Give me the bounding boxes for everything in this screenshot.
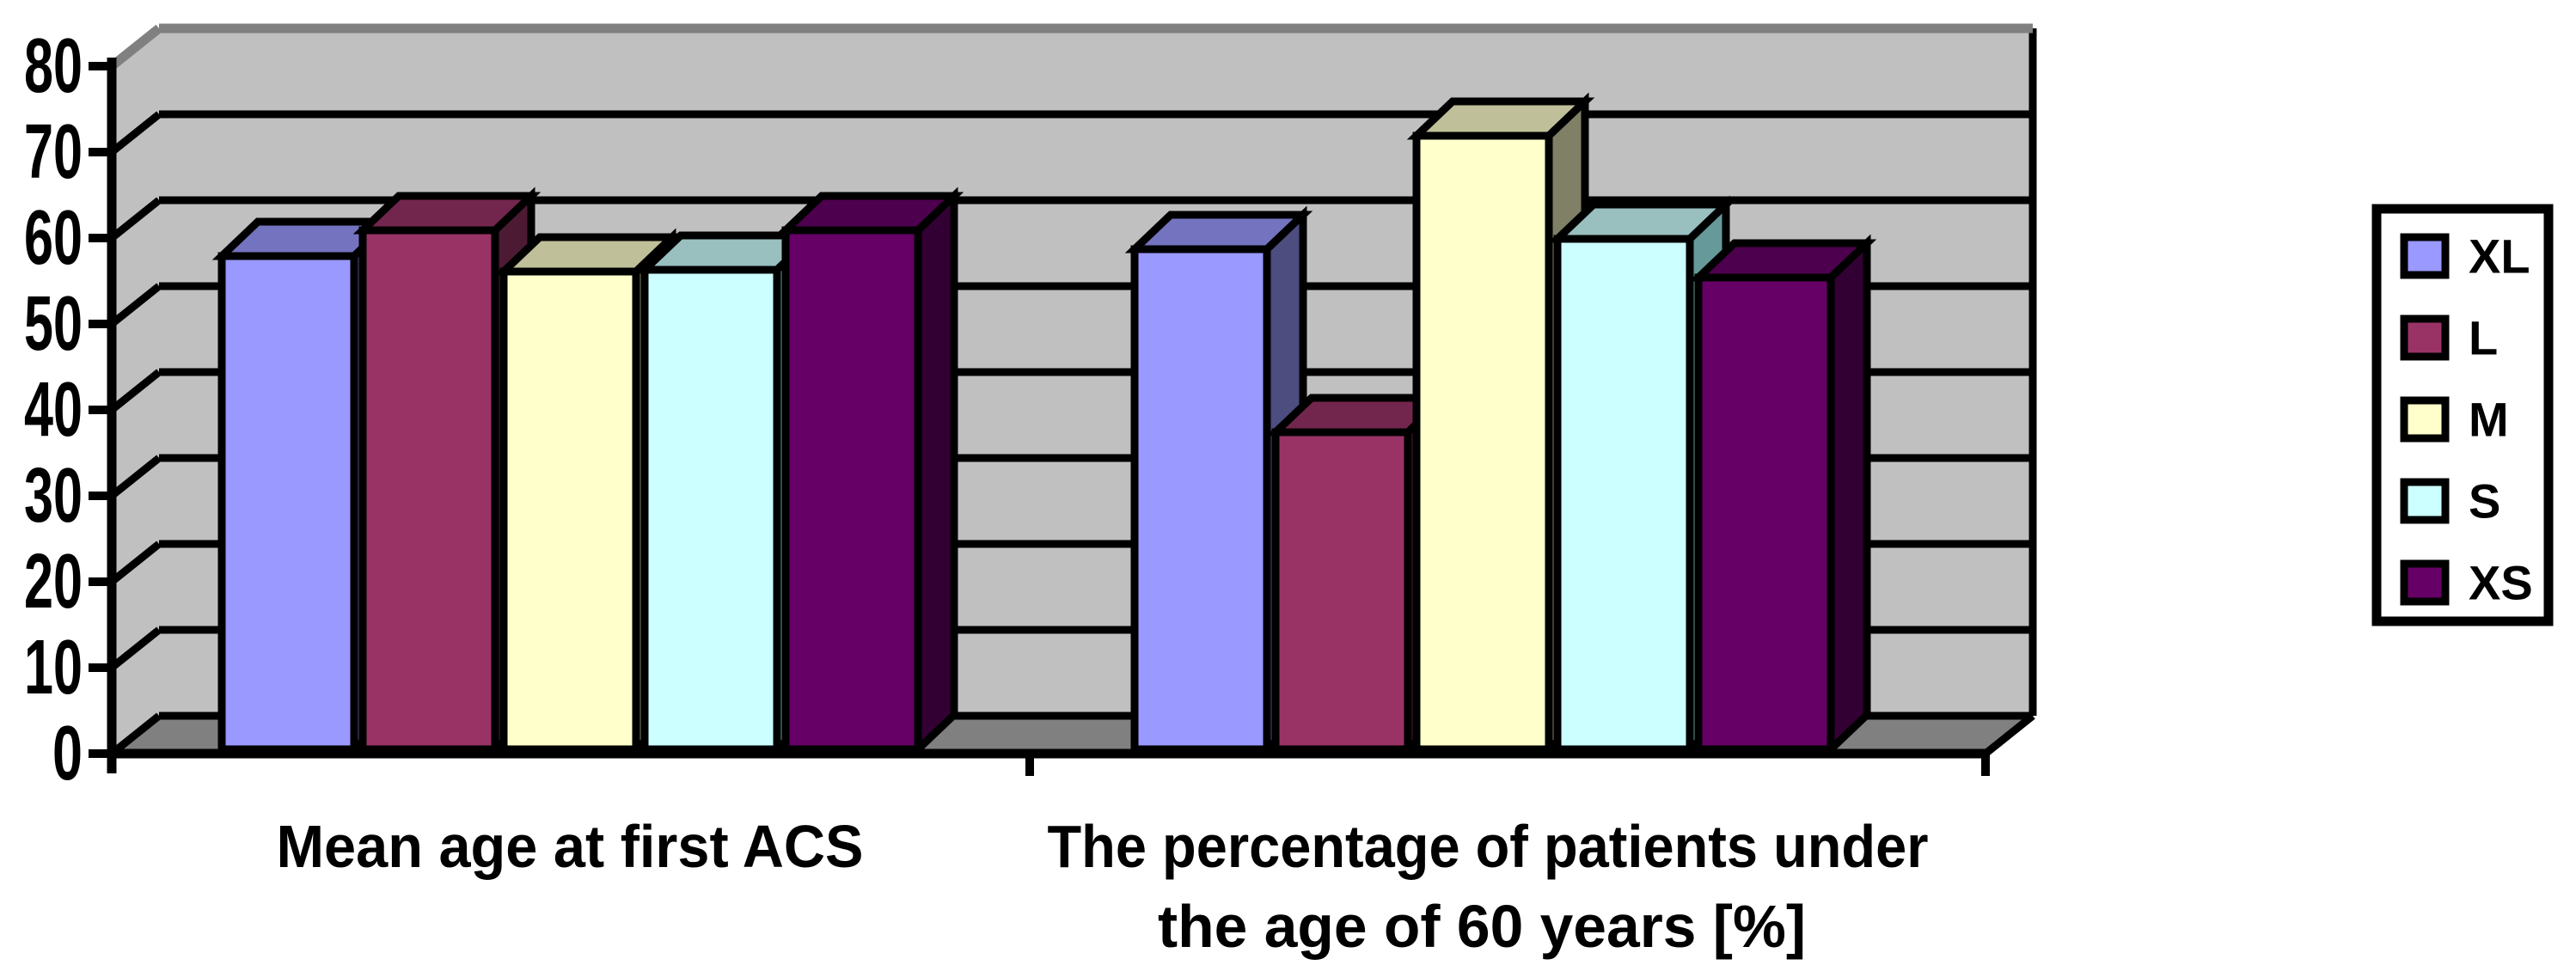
y-tick-label: 10: [24, 625, 83, 711]
bar-XS-cat2-front: [1694, 273, 1835, 754]
y-tick-label: 80: [24, 23, 83, 109]
legend-swatch-XS: [2400, 559, 2450, 606]
bar-M-cat2-front: [1412, 131, 1553, 754]
wall-top-slant-edge: [108, 24, 162, 70]
legend-swatch-XL: [2400, 233, 2450, 279]
floor-right-edge: [1983, 712, 2035, 757]
side-gridline: [109, 111, 162, 156]
bar-L-cat2-front: [1271, 428, 1412, 754]
legend-label-XS: XS: [2469, 556, 2533, 610]
legend-label-S: S: [2469, 474, 2500, 528]
bar-XS-cat1-front: [781, 226, 922, 754]
side-gridline: [109, 712, 162, 757]
category-label: The percentage of patients under: [1048, 813, 1929, 880]
y-tick-label: 50: [24, 281, 83, 367]
side-gridline: [109, 626, 162, 671]
side-gridline: [109, 369, 162, 413]
y-tick-label: 0: [52, 711, 83, 797]
category-label: Mean age at first ACS: [277, 813, 864, 880]
legend-swatch-S: [2400, 478, 2450, 524]
side-gridline: [109, 541, 162, 585]
y-tick-label: 60: [24, 195, 83, 281]
side-gridline: [109, 197, 162, 241]
legend-label-L: L: [2469, 311, 2498, 365]
side-gridline: [109, 455, 162, 499]
y-tick-label: 20: [24, 539, 83, 625]
legend-swatch-L: [2400, 315, 2450, 361]
bar-M-cat1-front: [499, 267, 640, 754]
bar-S-cat1-front: [640, 266, 781, 754]
bar-XS-cat1-side: [914, 186, 958, 759]
y-tick-label: 70: [24, 109, 83, 195]
legend-label-M: M: [2469, 393, 2509, 447]
side-gridline: [109, 283, 162, 327]
bar-XL-cat1-front: [217, 252, 358, 754]
bar-XS-cat2-side: [1826, 234, 1871, 759]
legend-label-XL: XL: [2469, 229, 2530, 284]
y-tick-label: 30: [24, 453, 83, 539]
legend-swatch-M: [2400, 396, 2450, 443]
y-tick-label: 40: [24, 367, 83, 453]
bar-L-cat1-front: [358, 226, 499, 754]
bar-XL-cat2-front: [1130, 245, 1271, 754]
category-label: the age of 60 years [%]: [1158, 893, 1806, 960]
bar-S-cat2-front: [1553, 235, 1694, 754]
